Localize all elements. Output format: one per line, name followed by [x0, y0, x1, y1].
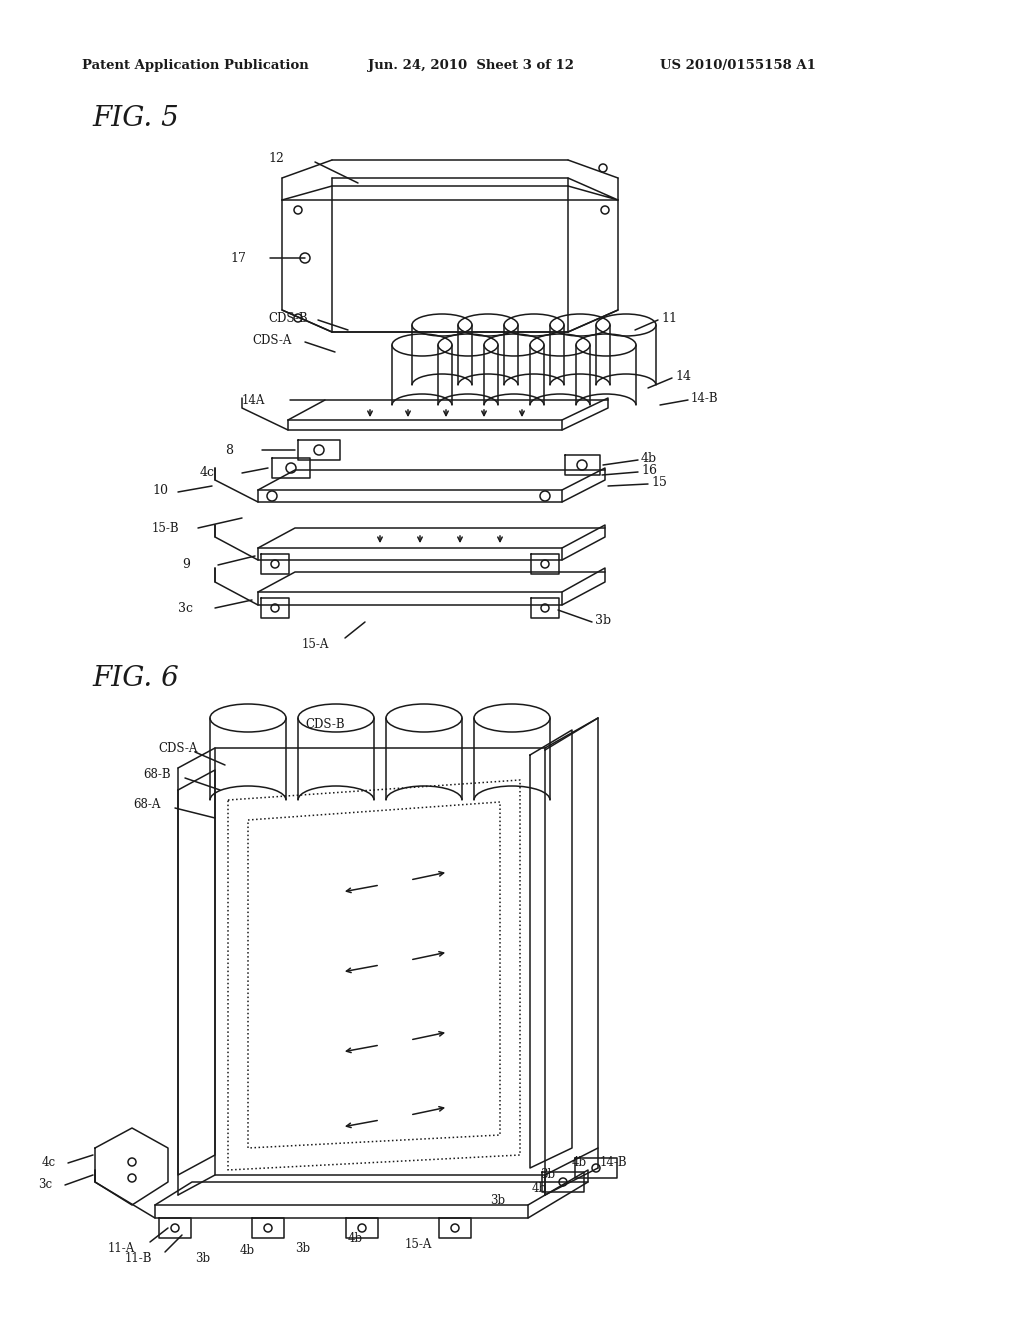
Text: CDS-B: CDS-B [305, 718, 345, 731]
Text: CDS-B: CDS-B [268, 312, 307, 325]
Text: 14-B: 14-B [600, 1155, 628, 1168]
Text: 3b: 3b [595, 614, 611, 627]
Text: 8: 8 [225, 444, 233, 457]
Text: 11: 11 [662, 312, 677, 325]
Text: 4c: 4c [200, 466, 215, 479]
Text: 4b: 4b [348, 1232, 364, 1245]
Text: 68-B: 68-B [143, 768, 171, 781]
Text: 17: 17 [230, 252, 246, 264]
Text: 11-A: 11-A [108, 1242, 135, 1254]
Text: 10: 10 [152, 483, 168, 496]
Text: 15: 15 [651, 475, 667, 488]
Text: 14A: 14A [242, 393, 265, 407]
Text: 15-A: 15-A [302, 639, 330, 652]
Text: CDS-A: CDS-A [252, 334, 292, 346]
Text: 3c: 3c [178, 602, 193, 615]
Text: 4b: 4b [240, 1243, 255, 1257]
Text: 3b: 3b [295, 1242, 310, 1254]
Text: 11-B: 11-B [125, 1251, 153, 1265]
Text: 9: 9 [182, 558, 189, 572]
Text: 14: 14 [675, 370, 691, 383]
Text: 3b: 3b [195, 1251, 210, 1265]
Text: 12: 12 [268, 152, 284, 165]
Text: 4b: 4b [572, 1155, 587, 1168]
Text: FIG. 5: FIG. 5 [92, 104, 179, 132]
Text: 3c: 3c [38, 1179, 52, 1192]
Text: FIG. 6: FIG. 6 [92, 664, 179, 692]
Text: 14-B: 14-B [691, 392, 719, 404]
Text: Patent Application Publication: Patent Application Publication [82, 58, 309, 71]
Text: 15-B: 15-B [152, 521, 179, 535]
Text: 3b: 3b [540, 1168, 555, 1181]
Text: CDS-A: CDS-A [158, 742, 198, 755]
Text: 15-A: 15-A [406, 1238, 432, 1251]
Text: US 2010/0155158 A1: US 2010/0155158 A1 [660, 58, 816, 71]
Text: 16: 16 [641, 463, 657, 477]
Text: 4b: 4b [641, 451, 657, 465]
Text: 3b: 3b [490, 1193, 505, 1206]
Text: 68-A: 68-A [133, 799, 161, 812]
Text: 4c: 4c [42, 1156, 56, 1170]
Text: Jun. 24, 2010  Sheet 3 of 12: Jun. 24, 2010 Sheet 3 of 12 [368, 58, 574, 71]
Text: 4b: 4b [532, 1181, 547, 1195]
